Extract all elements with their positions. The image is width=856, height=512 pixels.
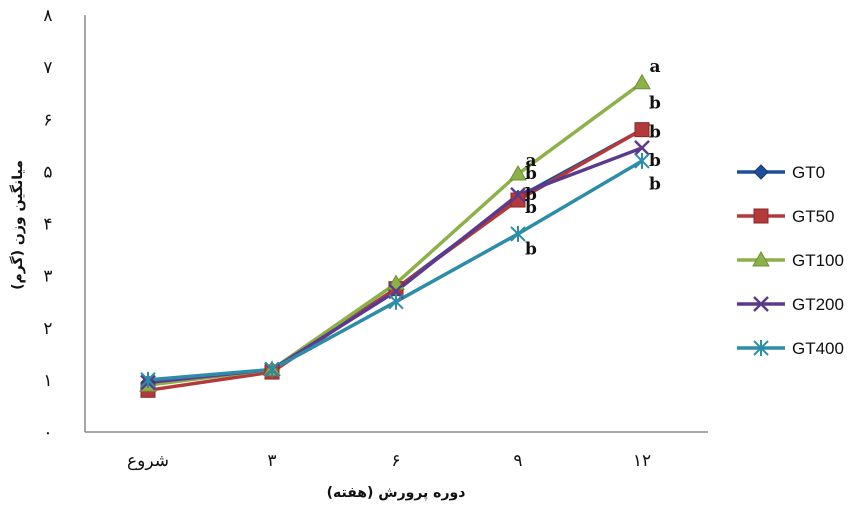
data-point-gt50 — [510, 192, 526, 208]
significance-letter: b — [649, 122, 661, 142]
x-axis-title: دوره پرورش (هفته) — [327, 485, 466, 501]
series-lines — [147, 81, 644, 393]
data-point-gt400 — [634, 152, 650, 169]
y-axis-title: میانگین وزن (گرم) — [9, 160, 26, 290]
significance-letter: b — [649, 94, 661, 114]
data-point-gt100 — [509, 164, 527, 181]
x-tick-labels: شروع ۳ ۶ ۹ ۱۲ — [127, 451, 651, 471]
legend-label: GT200 — [792, 295, 844, 314]
x-tick-label: ۱۲ — [633, 451, 651, 471]
data-point-gt100 — [633, 73, 651, 90]
data-point-gt400 — [388, 293, 404, 310]
legend-item-gt0: GT0 — [737, 163, 825, 182]
significance-letter: b — [525, 185, 537, 205]
legend-label: GT100 — [792, 251, 844, 270]
legend-marker — [753, 296, 769, 312]
y-tick-label: ۳ — [43, 267, 52, 287]
data-point-gt400 — [264, 361, 280, 378]
legend-label: GT0 — [792, 163, 825, 182]
series-line-gt400 — [147, 159, 643, 382]
legend-label: GT50 — [792, 207, 835, 226]
significance-letter: a — [649, 57, 660, 77]
x-tick-label: ۳ — [267, 451, 276, 471]
legend-item-gt100: GT100 — [737, 250, 844, 270]
significance-letter: b — [525, 164, 537, 184]
data-point-gt400 — [140, 371, 156, 388]
legend-marker — [752, 250, 770, 267]
data-point-gt200 — [510, 186, 526, 203]
y-tick-label: ۵ — [43, 162, 52, 182]
legend-marker — [753, 208, 769, 224]
x-tick-label: ۹ — [513, 451, 522, 471]
data-point-gt50 — [634, 122, 650, 138]
legend-item-gt200: GT200 — [737, 295, 844, 314]
y-tick-label: ۰ — [43, 423, 52, 443]
y-tick-label: ۴ — [43, 215, 52, 235]
data-point-gt200 — [634, 140, 650, 156]
significance-letter: b — [649, 151, 661, 171]
series-markers — [139, 73, 651, 398]
data-point-gt400 — [510, 225, 526, 242]
y-tick-label: ۷ — [43, 58, 52, 78]
y-tick-label: ۶ — [43, 110, 52, 130]
significance-letter: b — [649, 174, 661, 194]
y-tick-labels: ۰ ۱ ۲ ۳ ۴ ۵ ۶ ۷ ۸ — [43, 6, 52, 443]
legend-item-gt50: GT50 — [737, 207, 835, 226]
series-line-gt100 — [147, 81, 644, 387]
y-tick-label: ۲ — [43, 319, 52, 339]
series-line-gt200 — [147, 146, 643, 385]
series-line-gt0 — [147, 128, 643, 385]
legend-marker — [753, 340, 769, 356]
x-tick-label: شروع — [127, 451, 169, 471]
legend: GT0 GT50 GT100 GT200 GT400 — [737, 163, 844, 358]
legend-marker — [753, 164, 769, 180]
significance-letter: a — [525, 151, 536, 171]
y-tick-label: ۱ — [43, 371, 52, 391]
legend-label: GT400 — [792, 339, 844, 358]
significance-letter: b — [525, 198, 537, 218]
axes — [84, 15, 708, 433]
x-tick-label: ۶ — [391, 451, 400, 471]
legend-item-gt400: GT400 — [737, 339, 844, 358]
significance-letter: b — [525, 240, 537, 260]
y-tick-label: ۸ — [43, 6, 52, 26]
